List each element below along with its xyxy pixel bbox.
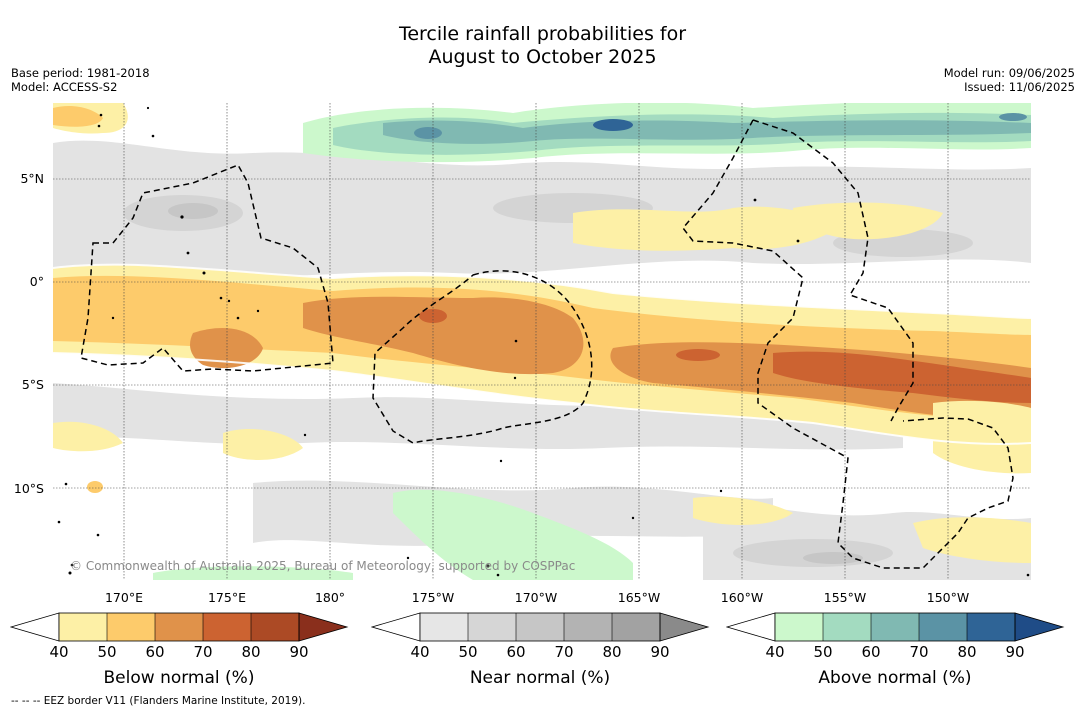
colorbar-near-bin-60 xyxy=(516,613,564,641)
copyright-notice: © Commonwealth of Australia 2025, Bureau… xyxy=(70,559,576,573)
colorbar-below-bin-50 xyxy=(107,613,155,641)
model-run-date: Model run: 09/06/2025 xyxy=(943,66,1075,80)
metadata-right: Model run: 09/06/2025 Issued: 11/06/2025 xyxy=(944,66,1075,94)
above-normal-areas xyxy=(153,103,1031,580)
colorbar-below-bin-60 xyxy=(155,613,203,641)
colorbar-near-bin-40 xyxy=(420,613,468,641)
colorbar-above-tick: 80 xyxy=(957,643,977,661)
colorbar-below-bin-80 xyxy=(251,613,299,641)
lon-label-165w: 165°W xyxy=(617,590,661,605)
lat-label-5n: 5°N xyxy=(20,171,44,186)
map-title-line1: Tercile rainfall probabilities for xyxy=(398,23,687,45)
colorbar-below-extend-low xyxy=(10,612,60,642)
colorbar-below-tick: 40 xyxy=(49,643,69,661)
colorbar-near-tick: 60 xyxy=(506,643,526,661)
lat-label-10s: 10°S xyxy=(13,481,44,496)
lon-label-150w: 150°W xyxy=(926,590,970,605)
colorbar-near-tick: 50 xyxy=(458,643,478,661)
colorbar-above-tick: 70 xyxy=(909,643,929,661)
islands xyxy=(57,106,1030,577)
colorbar-near-tick: 40 xyxy=(410,643,430,661)
colorbar-near-extend-high xyxy=(660,613,708,641)
below-normal-areas xyxy=(53,103,1031,563)
eez-borders xyxy=(80,119,1014,569)
eez-footnote: -- -- -- EEZ border V11 (Flanders Marine… xyxy=(11,695,306,707)
colorbar-below-tick: 50 xyxy=(97,643,117,661)
colorbar-below-extend-high xyxy=(299,613,347,641)
colorbar-above-normal xyxy=(726,612,1065,642)
colorbar-below-tick: 60 xyxy=(145,643,165,661)
lon-label-175e: 175°E xyxy=(207,590,246,605)
colorbar-above-tick: 90 xyxy=(1005,643,1025,661)
lon-label-175w: 175°W xyxy=(411,590,455,605)
colorbar-near-tick: 70 xyxy=(554,643,574,661)
metadata-left: Base period: 1981-2018 Model: ACCESS-S2 xyxy=(11,66,150,94)
colorbar-below-tick: 90 xyxy=(289,643,309,661)
issued-date: Issued: 11/06/2025 xyxy=(964,80,1075,94)
colorbar-below-tick: 80 xyxy=(241,643,261,661)
colorbar-near-bin-70 xyxy=(564,613,612,641)
colorbar-above-bin-60 xyxy=(871,613,919,641)
colorbar-above-bin-40 xyxy=(775,613,823,641)
colorbar-near-tick: 90 xyxy=(650,643,670,661)
lat-label-0: 0° xyxy=(29,274,44,289)
colorbar-above-bin-80 xyxy=(967,613,1015,641)
colorbar-near-bin-80 xyxy=(612,613,660,641)
colorbar-above-extend-low xyxy=(726,612,776,642)
lon-label-155w: 155°W xyxy=(823,590,867,605)
graticule xyxy=(53,103,1031,580)
map-title-line2: August to October 2025 xyxy=(428,46,657,68)
rainfall-probability-map xyxy=(53,103,1031,580)
colorbar-below-normal xyxy=(10,612,349,642)
lon-label-170w: 170°W xyxy=(514,590,558,605)
colorbar-near-normal xyxy=(371,612,710,642)
colorbar-above-bin-70 xyxy=(919,613,967,641)
colorbar-above-bin-50 xyxy=(823,613,871,641)
colorbar-near-tick: 80 xyxy=(602,643,622,661)
colorbar-below-bin-40 xyxy=(59,613,107,641)
colorbar-above-tick: 40 xyxy=(765,643,785,661)
colorbar-above-title: Above normal (%) xyxy=(818,668,972,688)
colorbar-below-bin-70 xyxy=(203,613,251,641)
colorbar-above-tick: 50 xyxy=(813,643,833,661)
model-name: Model: ACCESS-S2 xyxy=(11,80,118,94)
colorbar-near-extend-low xyxy=(371,612,421,642)
colorbar-above-extend-high xyxy=(1015,613,1063,641)
colorbar-below-tick: 70 xyxy=(193,643,213,661)
lon-label-170e: 170°E xyxy=(104,590,143,605)
lat-label-5s: 5°S xyxy=(21,377,44,392)
lon-label-160w: 160°W xyxy=(720,590,764,605)
colorbar-below-title: Below normal (%) xyxy=(103,668,255,688)
map-title: Tercile rainfall probabilities for Augus… xyxy=(0,23,1085,69)
base-period: Base period: 1981-2018 xyxy=(11,66,150,80)
colorbar-above-tick: 60 xyxy=(861,643,881,661)
lon-label-180: 180° xyxy=(314,590,346,605)
colorbar-near-bin-50 xyxy=(468,613,516,641)
colorbar-near-title: Near normal (%) xyxy=(469,668,611,688)
